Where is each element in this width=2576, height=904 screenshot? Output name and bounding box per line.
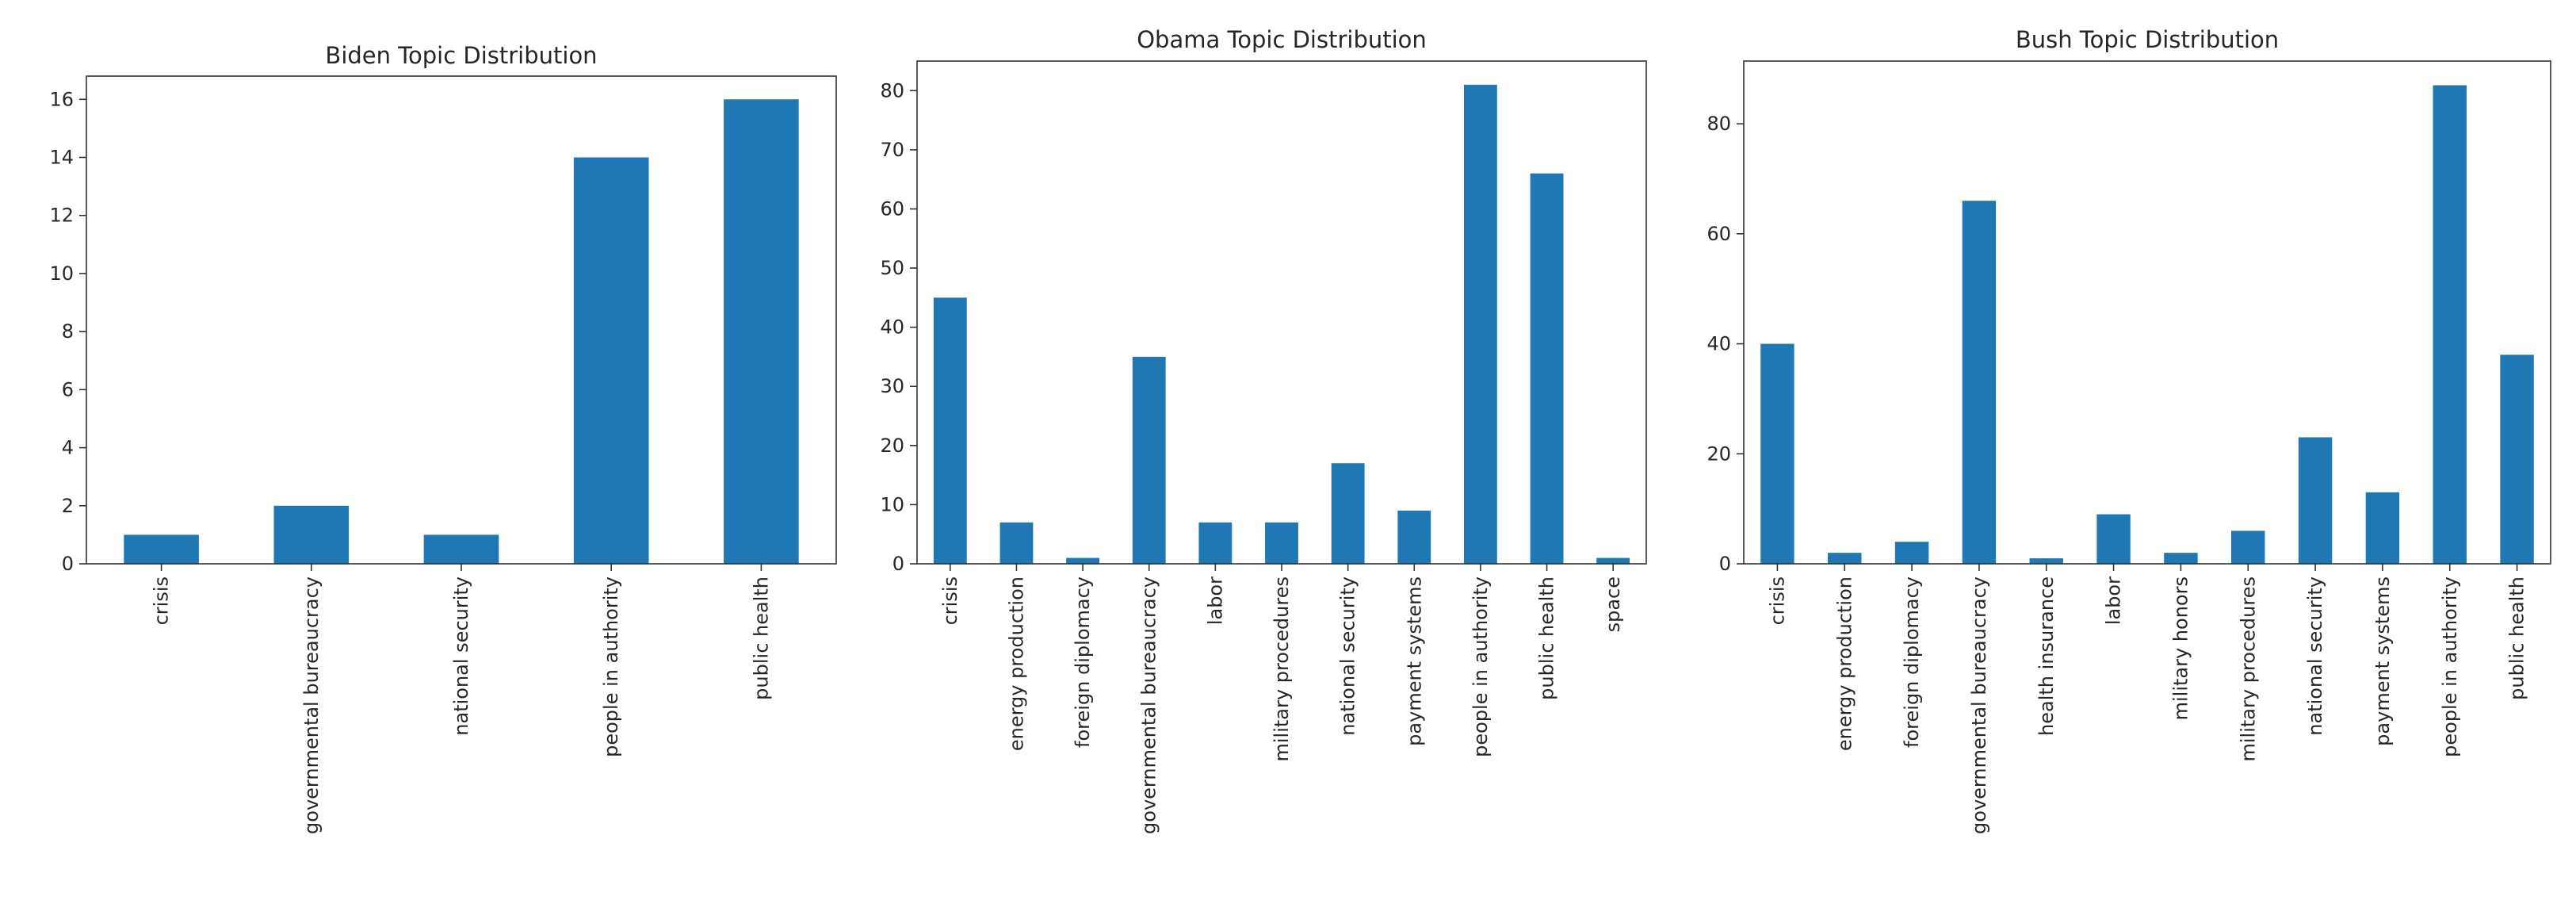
y-tick-label: 80 <box>1707 113 1731 135</box>
bar-labor <box>1198 522 1233 564</box>
y-tick-label: 10 <box>49 262 74 285</box>
chart-panel-3: 0 20 40 60 80 crisis energy production foreign … <box>1707 26 2551 834</box>
bar-national-security <box>2298 437 2333 564</box>
x-tick-label: governmental bureaucracy <box>300 576 323 834</box>
x-tick-label: crisis <box>939 576 961 625</box>
bar-military-honors <box>2164 553 2198 564</box>
y-tick-label: 60 <box>1707 223 1731 245</box>
y-tick-label: 50 <box>880 257 904 279</box>
y-tick-label: 0 <box>1719 553 1731 575</box>
y-tick-label: 40 <box>880 316 904 339</box>
x-tick-label: public health <box>1536 576 1558 700</box>
y-tick-label: 20 <box>880 435 904 457</box>
y-tick-label: 6 <box>62 378 74 400</box>
y-tick-label: 10 <box>880 493 904 515</box>
bar-crisis <box>933 297 967 564</box>
chart-panel-1: 0 2 4 6 8 10 12 14 16 crisis governmental bureaucr… <box>49 42 837 834</box>
chart-title: Bush Topic Distribution <box>2016 26 2279 53</box>
bar-payment-systems <box>1397 510 1431 564</box>
bar-foreign-diplomacy <box>1894 542 1929 564</box>
y-tick-label: 80 <box>880 79 904 102</box>
x-tick-label: national security <box>450 576 472 736</box>
bar-foreign-diplomacy <box>1066 557 1099 564</box>
x-tick-label: national security <box>2304 576 2326 736</box>
bar-governmental-bureaucracy <box>1962 201 1997 564</box>
bar-people-in-authority <box>1464 84 1497 565</box>
y-tick-label: 14 <box>49 147 74 169</box>
bar-people-in-authority <box>573 157 649 564</box>
y-tick-label: 30 <box>880 375 904 397</box>
bar-military-procedures <box>1265 522 1298 564</box>
bar-space <box>1596 557 1630 564</box>
bar-crisis <box>124 534 199 564</box>
chart-title: Obama Topic Distribution <box>1137 26 1427 53</box>
x-tick-label: space <box>1602 576 1624 632</box>
bar-people-in-authority <box>2433 85 2467 564</box>
x-tick-label: governmental bureaucracy <box>1968 576 1990 834</box>
x-tick-label: payment systems <box>1403 576 1425 746</box>
bar-governmental-bureaucracy <box>1132 356 1166 564</box>
x-tick-label: people in authority <box>2439 576 2461 757</box>
bar-public-health <box>2500 354 2534 564</box>
x-tick-label: military procedures <box>2237 576 2259 761</box>
bar-crisis <box>1760 343 1794 564</box>
bar-energy-production <box>1828 553 1862 564</box>
y-tick-label: 2 <box>62 495 74 517</box>
x-tick-label: foreign diplomacy <box>1901 576 1923 748</box>
axes-frame <box>1743 60 2551 565</box>
y-tick-label: 60 <box>880 197 904 220</box>
x-tick-label: military procedures <box>1271 576 1293 761</box>
bar-national-security <box>1331 463 1365 564</box>
y-tick-label: 12 <box>49 205 74 227</box>
x-tick-label: people in authority <box>600 576 622 757</box>
chart-panel-2: 0 10 20 30 40 50 60 70 80 crisis energy production… <box>880 26 1647 834</box>
y-tick-label: 4 <box>62 437 74 459</box>
bar-national-security <box>423 534 499 564</box>
x-tick-label: foreign diplomacy <box>1072 576 1094 748</box>
y-tick-label: 40 <box>1707 333 1731 355</box>
bar-public-health <box>1530 173 1564 564</box>
chart-title: Biden Topic Distribution <box>325 42 597 69</box>
y-tick-label: 0 <box>62 553 74 575</box>
bar-energy-production <box>999 522 1034 564</box>
x-tick-label: payment systems <box>2372 576 2394 746</box>
x-tick-label: military honors <box>2169 576 2192 720</box>
bar-payment-systems <box>2365 492 2400 564</box>
x-tick-label: public health <box>750 576 772 700</box>
x-tick-label: people in authority <box>1470 576 1492 757</box>
x-tick-label: energy production <box>1833 576 1856 751</box>
y-tick-label: 70 <box>880 139 904 161</box>
y-tick-label: 16 <box>49 88 74 110</box>
y-tick-label: 0 <box>892 553 904 575</box>
bar-public-health <box>724 99 799 565</box>
bar-labor <box>2096 514 2131 564</box>
x-tick-label: national security <box>1337 576 1359 736</box>
bar-health-insurance <box>2029 558 2063 564</box>
y-tick-label: 8 <box>62 320 74 343</box>
x-tick-label: energy production <box>1005 576 1027 751</box>
x-tick-label: public health <box>2506 576 2528 700</box>
x-tick-label: crisis <box>1766 576 1788 625</box>
x-tick-label: governmental bureaucracy <box>1138 576 1160 834</box>
x-tick-label: labor <box>1204 576 1226 625</box>
bar-military-procedures <box>2231 531 2265 564</box>
x-tick-label: labor <box>2103 576 2125 625</box>
x-tick-label: health insurance <box>2035 576 2058 736</box>
y-tick-label: 20 <box>1707 442 1731 465</box>
x-tick-label: crisis <box>151 576 173 625</box>
bar-governmental-bureaucracy <box>273 505 350 564</box>
